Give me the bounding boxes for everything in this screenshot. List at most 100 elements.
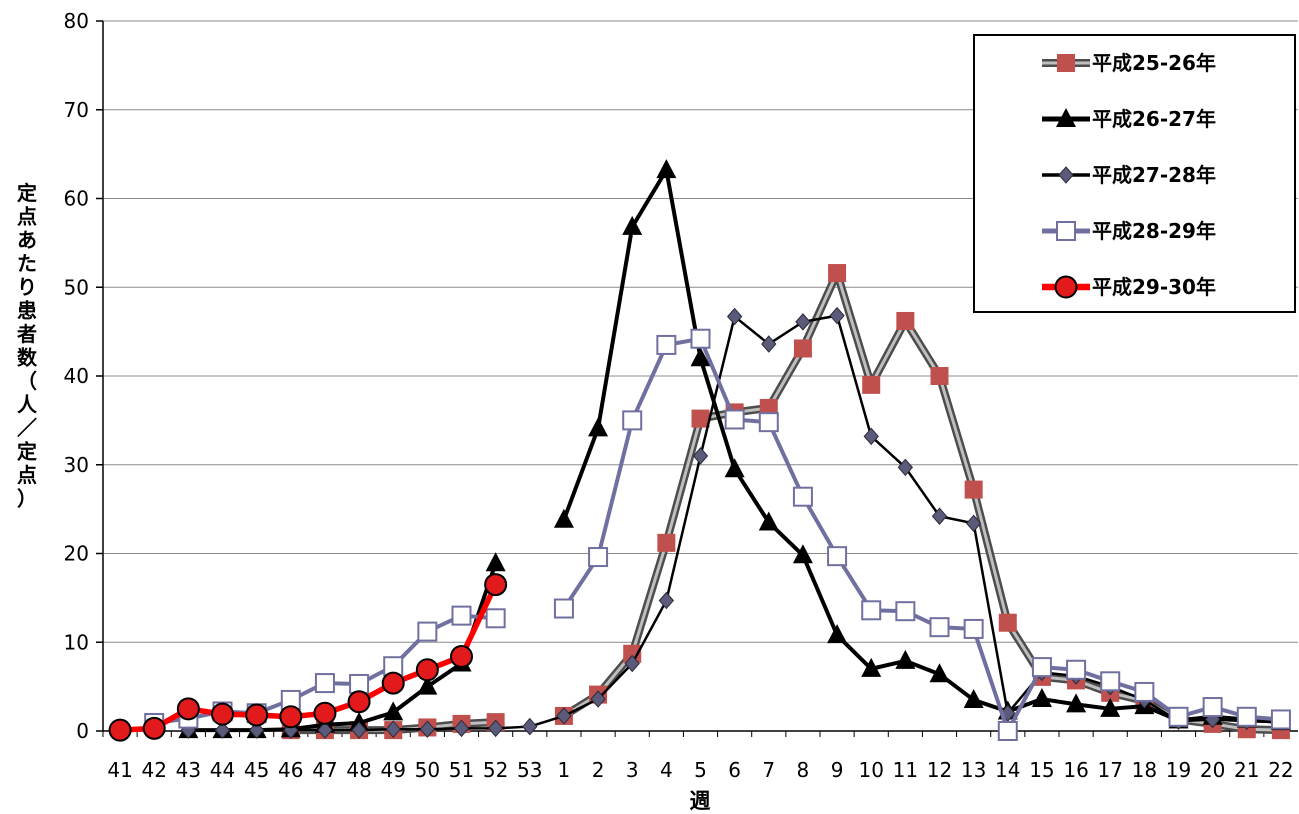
x-tick-label: 3 — [626, 758, 639, 782]
legend-marker — [1058, 166, 1074, 184]
data-point — [484, 573, 508, 597]
data-point — [485, 552, 506, 572]
data-point — [1066, 659, 1087, 680]
data-point — [929, 663, 950, 683]
data-point — [897, 458, 914, 477]
data-point — [964, 480, 983, 499]
x-tick-label: 21 — [1234, 758, 1259, 782]
x-tick-label: 45 — [244, 758, 269, 782]
data-point — [690, 328, 711, 349]
series-5 — [108, 573, 508, 742]
x-tick-labels: 41 42 43 44 45 46 47 48 49 50 51 52 53 1 2 3 4 5 6 7 8 9 10 11 1… — [107, 758, 1293, 782]
grid-lines — [103, 20, 1298, 643]
x-tick-label: 22 — [1268, 758, 1293, 782]
x-tick-label: 51 — [449, 758, 474, 782]
legend-item: 平成27-28年 — [1042, 163, 1216, 187]
data-point — [556, 707, 572, 725]
data-point — [998, 613, 1017, 632]
x-tick-label: 1 — [558, 758, 571, 782]
y-tick-label: 10 — [64, 630, 89, 654]
series-line — [188, 314, 1281, 732]
x-tick-label: 15 — [1029, 758, 1054, 782]
data-point — [758, 511, 779, 531]
data-point — [415, 658, 439, 682]
data-point — [726, 307, 743, 326]
x-tick-label: 18 — [1132, 758, 1157, 782]
data-point — [351, 721, 367, 739]
data-point — [1134, 681, 1155, 702]
legend-item: 平成28-29年 — [1042, 219, 1216, 243]
data-point — [245, 703, 269, 727]
x-tick-label: 6 — [728, 758, 741, 782]
data-point — [553, 598, 574, 619]
data-point — [792, 544, 813, 564]
x-tick-label: 9 — [831, 758, 844, 782]
y-tick-label: 20 — [64, 542, 89, 566]
data-point — [896, 311, 915, 330]
data-point — [214, 721, 231, 739]
y-tick-label: 70 — [64, 98, 89, 122]
data-point — [861, 600, 882, 621]
data-point — [658, 591, 675, 610]
y-axis-label-text: 定点あたり患者数（人／定点） — [16, 181, 38, 511]
y-axis-label: 定点あたり患者数（人／定点） — [16, 181, 38, 511]
data-point — [487, 719, 504, 738]
y-tick-label: 80 — [64, 9, 89, 33]
data-point — [1202, 697, 1223, 718]
data-point — [895, 601, 916, 622]
y-tick-label: 30 — [64, 453, 89, 477]
x-tick-label: 8 — [797, 758, 810, 782]
x-tick-label: 47 — [312, 758, 337, 782]
legend-label: 平成25-26年 — [1092, 51, 1216, 75]
data-point — [691, 409, 710, 428]
data-point — [522, 717, 538, 736]
data-point — [142, 716, 166, 740]
x-tick-label: 4 — [660, 758, 673, 782]
data-point — [724, 458, 745, 478]
x-tick-label: 20 — [1200, 758, 1225, 782]
data-point — [622, 215, 643, 235]
data-point — [829, 306, 845, 325]
data-point — [963, 688, 984, 708]
data-point — [553, 508, 574, 528]
data-point — [176, 697, 200, 721]
x-tick-label: 41 — [107, 758, 132, 782]
data-point — [861, 657, 882, 677]
x-tick-label: 2 — [592, 758, 605, 782]
data-point — [588, 417, 609, 437]
data-point — [383, 701, 404, 721]
x-tick-label: 52 — [483, 758, 508, 782]
data-point — [317, 721, 333, 739]
data-point — [792, 486, 813, 507]
data-point — [453, 719, 470, 738]
data-point — [656, 159, 677, 179]
y-tick-label: 0 — [76, 719, 89, 743]
data-point — [623, 644, 642, 663]
data-point — [211, 702, 234, 726]
x-tick-label: 12 — [927, 758, 952, 782]
data-point — [108, 718, 132, 742]
series-line — [562, 336, 1282, 733]
data-point — [863, 427, 879, 446]
data-point — [279, 705, 303, 729]
x-tick-label: 43 — [176, 758, 201, 782]
data-point — [1100, 671, 1121, 692]
data-point — [1168, 706, 1189, 727]
data-point — [1100, 697, 1121, 717]
x-tick-label: 46 — [278, 758, 303, 782]
legend-marker — [1054, 275, 1078, 299]
x-tick-label: 42 — [141, 758, 166, 782]
x-tick-label: 16 — [1063, 758, 1088, 782]
data-point — [827, 624, 848, 644]
data-point — [656, 334, 677, 355]
y-tick-label: 50 — [64, 275, 89, 299]
data-point — [1031, 688, 1052, 708]
series-layer — [108, 159, 1291, 742]
data-point — [624, 654, 640, 673]
x-tick-label: 10 — [858, 758, 883, 782]
x-tick-label: 44 — [210, 758, 235, 782]
data-point — [347, 690, 371, 714]
series-line — [119, 583, 499, 733]
